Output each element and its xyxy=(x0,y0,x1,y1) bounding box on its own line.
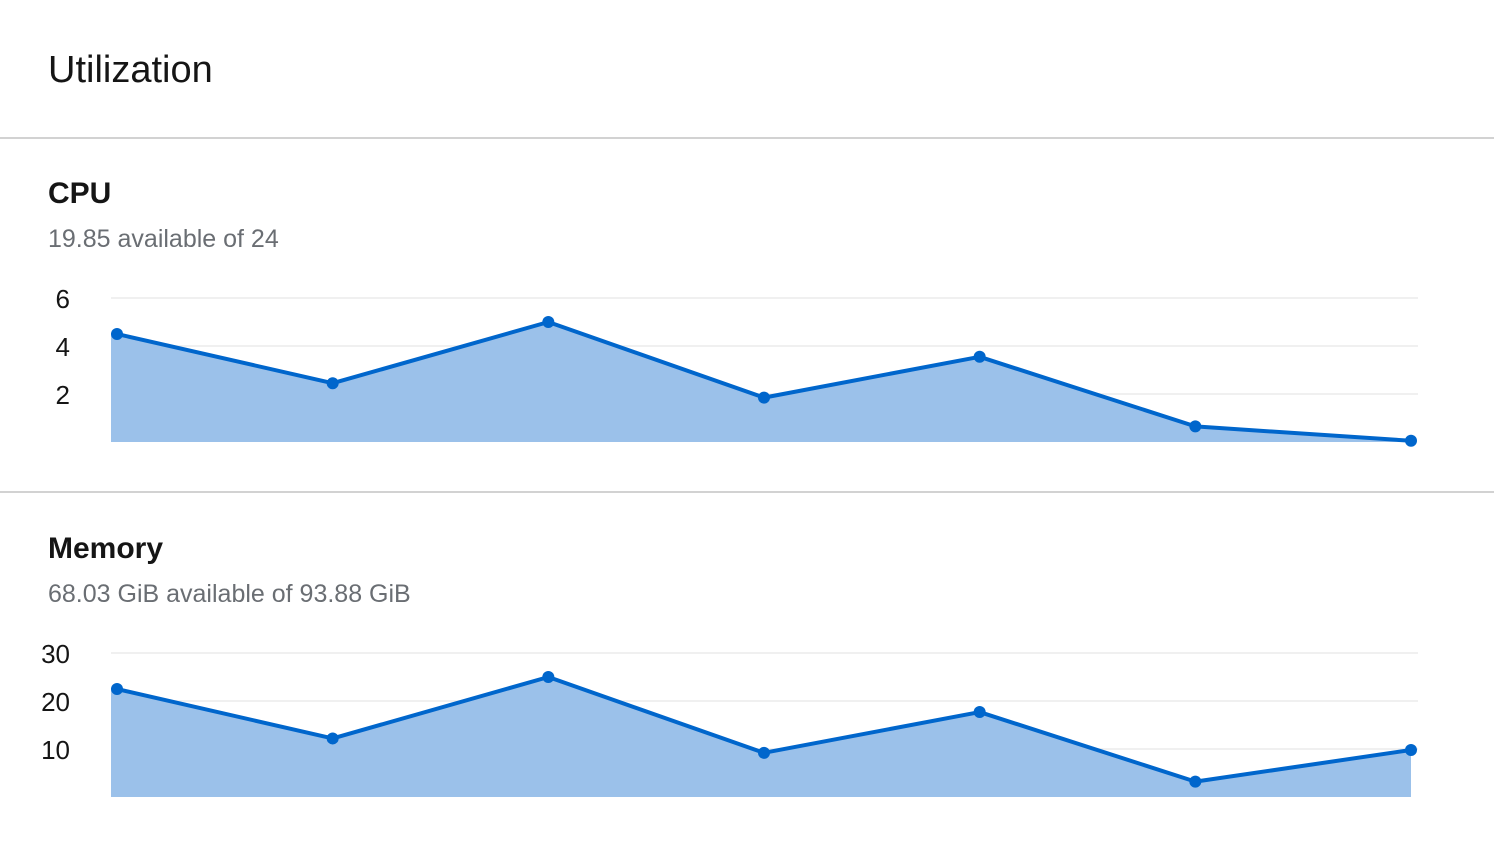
cpu-data-point[interactable] xyxy=(973,350,986,363)
cpu-y-tick-label: 6 xyxy=(56,284,70,314)
cpu-data-point[interactable] xyxy=(542,316,555,328)
memory-title: Memory xyxy=(48,532,164,565)
memory-series-area xyxy=(111,677,1411,797)
memory-y-tick-label: 20 xyxy=(41,687,70,717)
memory-y-tick-label: 30 xyxy=(41,639,70,669)
cpu-data-point[interactable] xyxy=(326,377,339,390)
memory-section: Memory 68.03 GiB available of 93.88 GiB … xyxy=(0,493,1494,845)
memory-data-point[interactable] xyxy=(1405,743,1417,756)
memory-data-point[interactable] xyxy=(542,671,555,683)
memory-y-tick-label: 10 xyxy=(41,735,70,765)
divider-middle xyxy=(0,491,1494,493)
cpu-data-point[interactable] xyxy=(758,391,770,404)
cpu-y-tick-label: 2 xyxy=(56,380,70,410)
cpu-data-point[interactable] xyxy=(111,328,123,340)
memory-data-point[interactable] xyxy=(326,732,339,745)
memory-availability: 68.03 GiB available of 93.88 GiB xyxy=(48,580,411,608)
memory-data-point[interactable] xyxy=(973,706,986,719)
cpu-title: CPU xyxy=(48,177,112,210)
cpu-availability: 19.85 available of 24 xyxy=(48,225,279,253)
divider-top xyxy=(0,137,1494,139)
cpu-section: CPU 19.85 available of 24 2 4 6 xyxy=(0,138,1494,490)
memory-chart: 10 20 30 xyxy=(41,639,1418,797)
cpu-y-tick-label: 4 xyxy=(56,332,70,362)
card-title: Utilization xyxy=(48,49,213,91)
memory-data-point[interactable] xyxy=(1189,775,1202,788)
memory-data-point[interactable] xyxy=(111,683,123,695)
cpu-data-point[interactable] xyxy=(1405,434,1417,447)
cpu-chart: 2 4 6 xyxy=(56,284,1418,447)
cpu-data-point[interactable] xyxy=(1189,420,1202,433)
memory-data-point[interactable] xyxy=(758,746,770,759)
cpu-series-area xyxy=(111,322,1411,442)
